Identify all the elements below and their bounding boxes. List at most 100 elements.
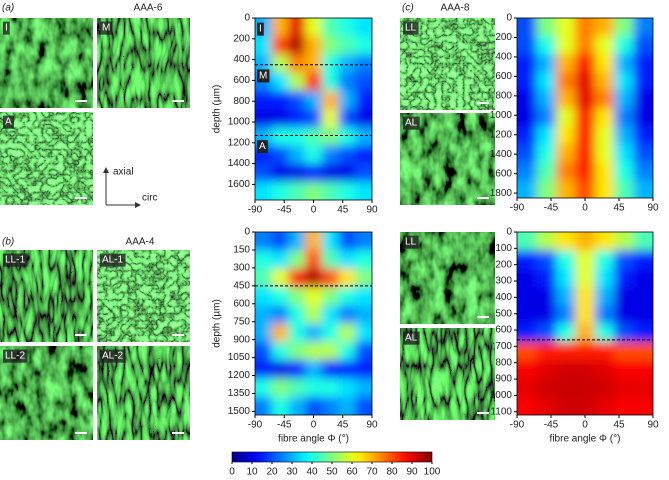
region-label-bg [257,69,270,83]
heatmap-cell [255,396,273,415]
y-tick-label: 400 [495,52,512,63]
heatmap-cell [575,286,596,306]
y-tick-label: 1800 [490,188,513,199]
y-tick-label: 150 [233,245,250,256]
heatmap-cell [355,18,372,37]
heatmap-cell [255,323,273,343]
heatmap-cell [536,108,557,127]
heatmap-cell [555,250,576,270]
y-tick-label: 0 [244,227,250,238]
heatmap-cell [536,268,557,288]
heatmap-cell [271,181,289,200]
panel-label: (a) [2,3,14,14]
heatmap-cell [555,378,576,398]
heatmap-cell [305,305,323,324]
heatmap-cell [575,360,596,379]
y-tick-label: 300 [495,276,512,287]
heatmap-cell [305,250,323,270]
image-label: LL [405,23,417,34]
heatmap-cell [517,72,537,91]
x-tick-label: -90 [510,420,525,431]
heatmap-cell [517,162,537,181]
heatmap-cell [614,360,635,379]
x-tick-label: 0 [311,420,317,431]
heatmap-cell [305,127,323,146]
image-label-bg [403,21,419,35]
y-tick-label: 1500 [228,406,251,417]
y-tick-label: 700 [495,341,512,352]
heatmap-cell [355,396,372,415]
heatmap-cell [536,396,557,415]
y-tick-label: 1600 [490,168,513,179]
axial-label: axial [113,167,134,178]
micrograph: I [0,18,93,108]
heatmap-cell [305,109,323,128]
heatmap-cell [594,341,615,361]
heatmap-cell [321,18,340,37]
heatmap-cell [271,54,289,74]
heatmap-cell [536,232,557,251]
region-label-bg [257,140,268,154]
y-tick-label: 1200 [228,370,251,381]
heatmap-cell [555,126,576,145]
heatmap-cell [517,378,537,398]
heatmap-cell [575,250,596,270]
heatmap-cell [271,323,289,343]
heatmap [517,232,653,415]
x-tick-label: -90 [248,420,263,431]
heatmap-cell [594,144,615,163]
heatmap-cell [536,162,557,181]
y-tick-label: 200 [495,259,512,270]
heatmap-cell [321,286,340,306]
heatmap-cell [633,90,653,109]
y-tick-label: 1000 [228,117,251,128]
y-tick-label: 0 [506,227,512,238]
heatmap-cell [338,145,356,165]
heatmap-cell [288,127,306,146]
heatmap-cell [633,305,653,324]
heatmap-cell [288,341,306,361]
heatmap-cell [633,180,653,198]
y-tick-label: 1400 [490,149,513,160]
y-tick-label: 1200 [490,129,513,140]
heatmap-cell [633,341,653,361]
heatmap-cell [271,163,289,183]
micrograph: AL-1 [97,250,190,342]
heatmap-cell [338,286,356,306]
image-label-bg [100,21,113,35]
heatmap-cell [575,396,596,415]
y-tick-label: 600 [495,325,512,336]
heatmap-cell [614,305,635,324]
heatmap-cell [338,250,356,270]
y-tick-label: 900 [495,374,512,385]
heatmap-cell [536,144,557,163]
colorbar-tick-label: 80 [386,467,398,478]
heatmap-cell [614,250,635,270]
y-tick-label: 1100 [490,406,512,417]
heatmap-cell [271,378,289,398]
region-label: I [259,24,262,35]
heatmap-cell [255,36,273,55]
image-label: I [5,23,8,34]
heatmap-cell [614,162,635,181]
heatmap-cell [575,108,596,127]
heatmap-cell [355,378,372,398]
heatmap-cell [355,232,372,251]
heatmap-cell [321,163,340,183]
heatmap-cell [305,323,323,343]
heatmap-cell [614,341,635,361]
x-tick-label: -45 [544,203,559,214]
heatmap-cell [633,144,653,163]
heatmap-cell [536,378,557,398]
heatmap-cell [536,341,557,361]
heatmap-cell [288,54,306,74]
y-tick-label: 0 [506,13,512,24]
y-tick-label: 600 [495,71,512,82]
y-tick-label: 1200 [228,137,251,148]
heatmap-cell [255,250,273,270]
heatmap-cell [321,268,340,288]
heatmap-cell [255,268,273,288]
heatmap-cell [355,72,372,92]
heatmap-cell [305,268,323,288]
